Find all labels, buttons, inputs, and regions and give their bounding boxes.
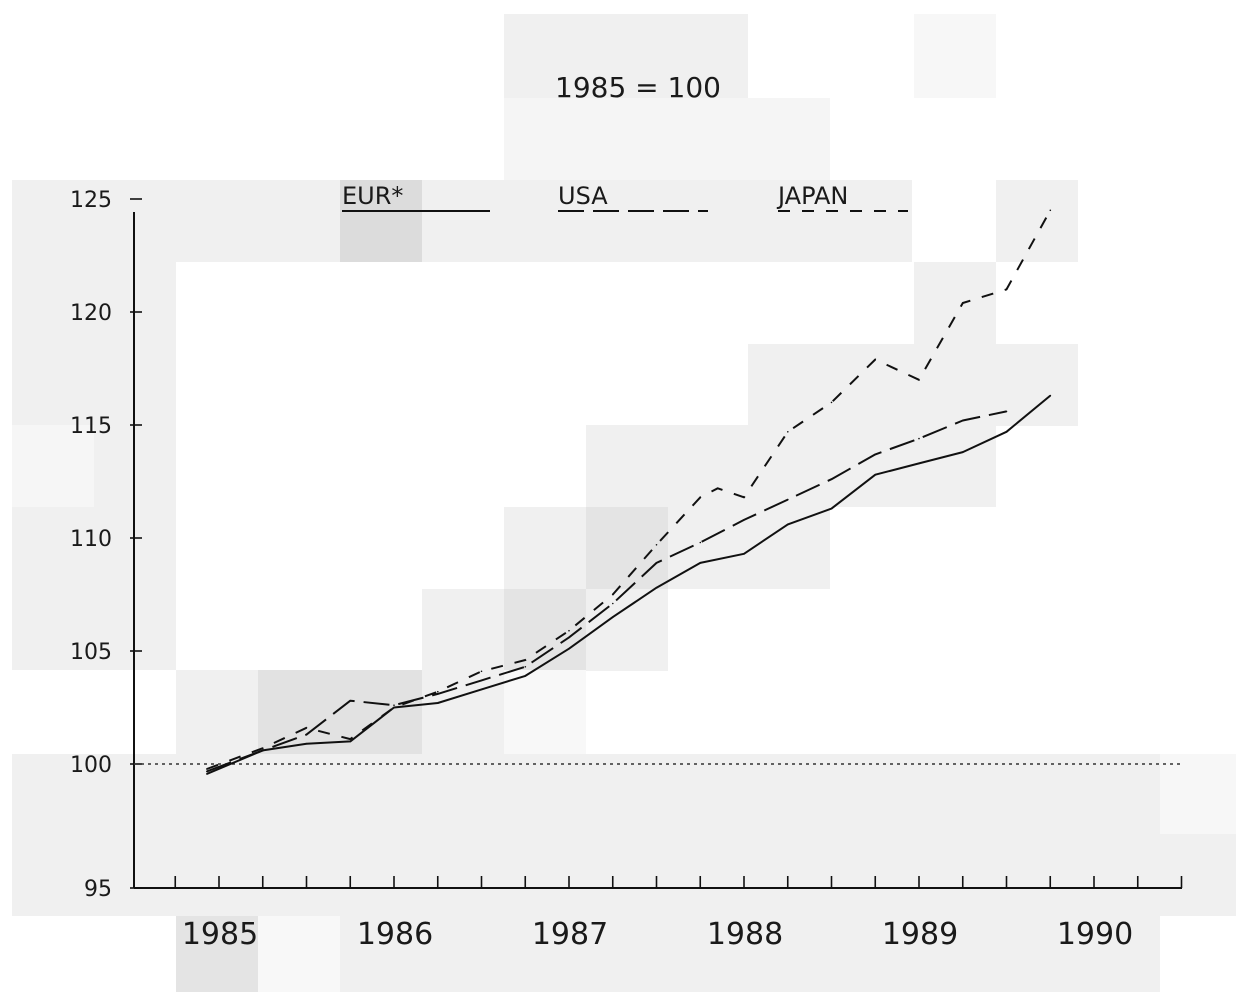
data-point (524, 666, 527, 668)
data-point (393, 706, 395, 709)
data-point (1005, 410, 1008, 413)
data-point (568, 636, 570, 639)
data-point (437, 693, 439, 695)
data-point (612, 593, 614, 596)
data-point (918, 437, 920, 440)
data-point (962, 302, 964, 304)
data-point (262, 749, 264, 752)
data-point (393, 704, 395, 706)
data-point (1049, 394, 1052, 397)
axes (133, 212, 1182, 889)
data-point (699, 496, 702, 499)
data-point (918, 462, 920, 465)
data-point (349, 740, 352, 743)
x-tick-label: 1986 (357, 917, 433, 952)
data-point (480, 679, 483, 682)
data-point (655, 586, 658, 589)
data-point (437, 702, 439, 704)
data-point (305, 742, 308, 745)
data-point (349, 738, 352, 740)
x-tick-label: 1990 (1057, 917, 1133, 952)
data-point (962, 451, 964, 453)
y-tick-label: 105 (70, 640, 112, 665)
data-point (962, 419, 964, 422)
x-axis-ticks: 1985 1986 1987 1988 1989 1990 (174, 876, 1183, 952)
data-point (1005, 288, 1008, 291)
data-point (612, 602, 614, 605)
data-point (524, 675, 527, 677)
data-point (655, 562, 658, 564)
legend-label: USA (558, 182, 608, 210)
data-point (206, 770, 208, 773)
data-point (918, 379, 920, 381)
data-point (699, 541, 702, 544)
data-point (874, 358, 877, 361)
data-point (830, 507, 833, 510)
series-lines (206, 209, 1052, 775)
data-point (524, 659, 527, 661)
legend-label: JAPAN (776, 182, 848, 210)
data-point (743, 496, 745, 499)
data-point (262, 747, 264, 749)
chart-subtitle: 1985 = 100 (555, 71, 721, 104)
data-point (874, 453, 877, 456)
x-tick-label: 1985 (182, 917, 258, 952)
y-tick-label: 95 (84, 877, 112, 902)
data-point (743, 519, 745, 521)
x-tick-label: 1989 (882, 917, 958, 952)
data-point (655, 544, 658, 546)
x-tick-label: 1987 (532, 917, 608, 952)
data-point (568, 629, 570, 632)
series-line (206, 394, 1051, 775)
y-tick-label: 100 (70, 753, 112, 778)
data-point (874, 473, 877, 476)
data-point (1005, 431, 1008, 433)
data-point (349, 699, 352, 702)
data-point (743, 553, 745, 555)
data-point (787, 498, 789, 501)
data-point (305, 727, 308, 729)
data-point (568, 647, 570, 650)
data-point (699, 562, 702, 564)
y-tick-label: 115 (70, 414, 112, 439)
data-point (830, 478, 833, 481)
y-tick-label: 120 (70, 301, 112, 326)
y-axis-ticks: 95 100 105 110 115 120 125 (70, 188, 142, 902)
legend: EUR* USA JAPAN (342, 182, 908, 212)
series-line (206, 209, 1052, 770)
data-point (206, 768, 208, 770)
data-point (480, 688, 483, 691)
data-point (787, 523, 789, 526)
data-point (612, 616, 614, 618)
legend-label: EUR* (342, 182, 403, 210)
data-point (1049, 209, 1052, 212)
data-point (206, 773, 208, 775)
x-tick-label: 1988 (707, 917, 783, 952)
data-point (437, 690, 439, 693)
series-line (206, 410, 1007, 773)
data-point (716, 487, 719, 490)
data-point (787, 431, 789, 433)
y-tick-label: 110 (70, 527, 112, 552)
data-point (830, 401, 833, 404)
data-point (480, 670, 483, 673)
y-tick-label: 125 (70, 188, 112, 213)
data-point (305, 733, 308, 736)
